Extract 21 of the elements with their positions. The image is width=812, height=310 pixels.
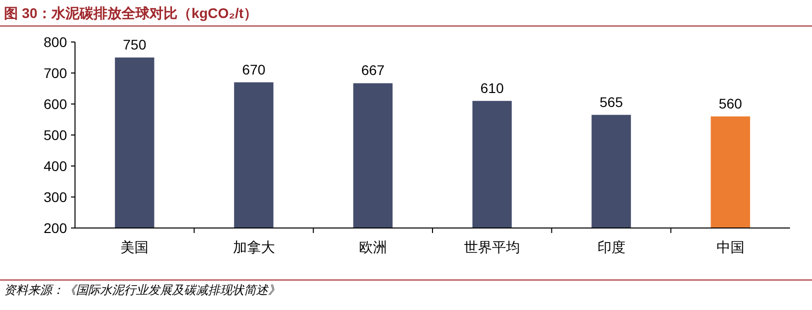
data-label: 667	[361, 62, 385, 78]
x-tick-label: 欧洲	[358, 239, 387, 255]
data-label: 670	[242, 61, 266, 78]
x-tick-label: 加拿大	[232, 239, 275, 255]
data-label: 610	[480, 80, 504, 96]
y-tick-label: 300	[44, 189, 68, 205]
chart-title: 图 30：水泥碳排放全球对比（kgCO₂/t）	[4, 5, 258, 21]
y-tick-label: 600	[44, 96, 68, 112]
y-tick-label: 400	[44, 158, 68, 174]
y-tick-label: 800	[44, 34, 68, 50]
y-tick-label: 500	[44, 127, 68, 143]
x-tick-label: 美国	[120, 239, 149, 255]
text: 资料来源：《国际水泥行业发展及碳减排现状简述》	[4, 283, 280, 297]
y-tick-label: 200	[44, 220, 68, 236]
x-tick-label: 世界平均	[464, 239, 520, 255]
data-label: 560	[718, 95, 742, 112]
x-tick-label: 中国	[716, 239, 744, 255]
x-tick-label: 印度	[597, 239, 626, 255]
data-label: 750	[122, 36, 146, 52]
data-label: 565	[600, 94, 624, 110]
y-tick-label: 700	[44, 65, 68, 81]
